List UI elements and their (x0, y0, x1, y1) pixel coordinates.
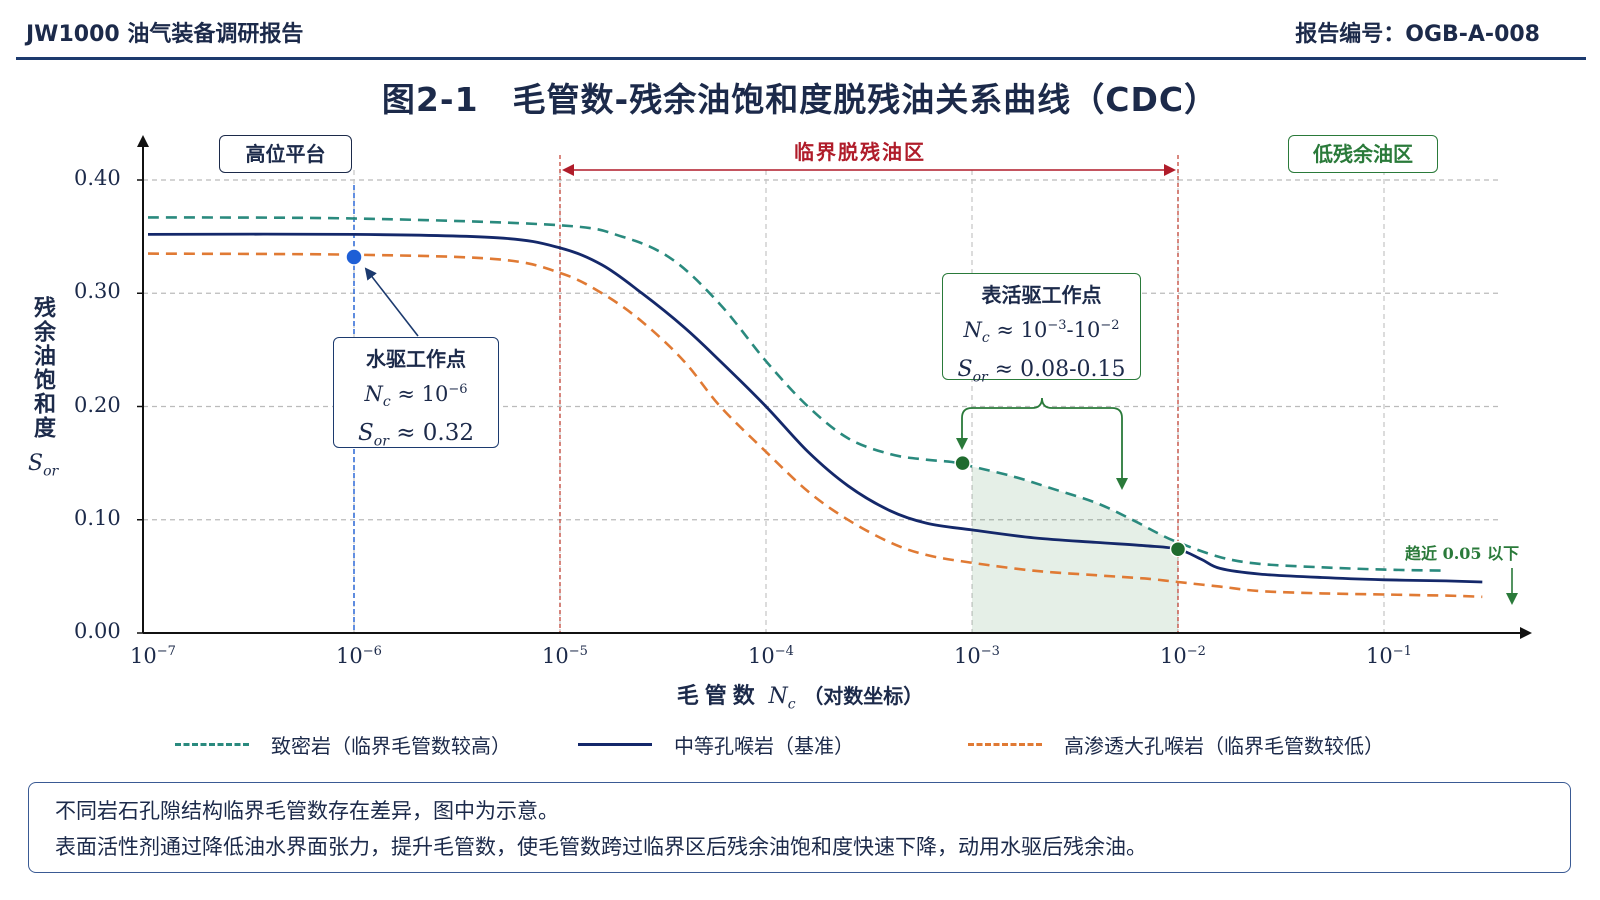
surfactant-annotation: 表活驱工作点 Nc ≈ 10−3-10−2 Sor ≈ 0.08-0.15 (942, 273, 1141, 386)
note-box: 不同岩石孔隙结构临界毛管数存在差异，图中为示意。 表面活性剂通过降低油水界面张力… (28, 782, 1571, 873)
x-tick-label: 10−1 (1366, 644, 1412, 668)
region-tag-low-residual: 低残余油区 (1288, 135, 1438, 173)
report-name: JW1000 油气装备调研报告 (26, 22, 304, 47)
legend-item-highperm: 高渗透大孔喉岩（临界毛管数较低） (968, 726, 1384, 762)
waterflood-arrow (364, 267, 419, 337)
note-line-1: 不同岩石孔隙结构临界毛管数存在差异，图中为示意。 (55, 799, 559, 823)
annotation-graphics (364, 267, 1518, 605)
legend-label-tight: 致密岩（临界毛管数较高） (271, 733, 511, 758)
y-axis-label: 残余油饱和度 Sor (28, 296, 59, 480)
x-axis-label-text: 毛管数 (676, 683, 761, 709)
surfactant-shaded-area (972, 466, 1178, 633)
y-tick-label: 0.30 (74, 279, 121, 304)
legend: 致密岩（临界毛管数较高） 中等孔喉岩（基准） 高渗透大孔喉岩（临界毛管数较低） (0, 726, 1600, 762)
waterflood-sor: Sor ≈ 0.32 (358, 420, 474, 450)
surfactant-title: 表活驱工作点 (981, 283, 1102, 307)
report-number: 报告编号：OGB-A-008 (1295, 22, 1540, 47)
work-points (345, 248, 1187, 558)
y-tick-label: 0.10 (74, 505, 121, 530)
surfactant-nc: Nc ≈ 10−3-10−2 (963, 318, 1120, 347)
y-tick-label: 0.40 (74, 166, 121, 190)
waterflood-title: 水驱工作点 (366, 347, 466, 371)
legend-label-highperm: 高渗透大孔喉岩（临界毛管数较低） (1064, 733, 1384, 758)
waterflood-nc: Nc ≈ 10−6 (364, 382, 468, 411)
chart-title: 图2-1 毛管数-残余油饱和度脱残油关系曲线（CDC） (381, 80, 1219, 119)
y-tick-label: 0.00 (74, 619, 121, 643)
header-divider (16, 57, 1586, 60)
tight-rock-curve (147, 216, 1447, 572)
region-tag-critical: 临界脱残油区 (794, 140, 926, 164)
surfactant-brace (961, 397, 1123, 483)
high-perm-curve (147, 252, 1483, 599)
legend-swatch-medium (578, 742, 652, 746)
x-axis-symbol: Nc (768, 684, 796, 713)
surfactant-sor: Sor ≈ 0.08-0.15 (957, 357, 1126, 386)
work-point (954, 454, 971, 472)
work-point (1169, 540, 1187, 558)
work-point (345, 248, 363, 266)
y-tick-label: 0.20 (74, 392, 121, 417)
note-line-2: 表面活性剂通过降低油水界面张力，提升毛管数，使毛管数跨过临界区后残余油饱和度快速… (55, 835, 1147, 859)
axes (137, 135, 1532, 639)
x-tick-label: 10−7 (130, 644, 176, 668)
region-tag-high-plateau: 高位平台 (219, 135, 352, 173)
legend-label-medium: 中等孔喉岩（基准） (674, 733, 854, 758)
medium-rock-curve (147, 232, 1483, 584)
curves (147, 216, 1483, 599)
approach-label: 趋近 0.05 以下 (1405, 544, 1520, 563)
legend-swatch-highperm (968, 742, 1042, 746)
x-tick-label: 10−6 (336, 644, 382, 668)
x-tick-label: 10−5 (542, 644, 588, 668)
x-tick-label: 10−4 (748, 644, 794, 668)
legend-item-tight: 致密岩（临界毛管数较高） (175, 726, 511, 762)
legend-swatch-tight (175, 742, 249, 746)
x-axis-label-suffix: （对数坐标） (803, 684, 924, 708)
x-tick-label: 10−3 (954, 644, 1000, 668)
legend-item-medium: 中等孔喉岩（基准） (578, 726, 854, 762)
x-tick-label: 10−2 (1160, 644, 1206, 668)
x-axis-label: 毛管数 Nc （对数坐标） (0, 678, 1600, 712)
waterflood-annotation: 水驱工作点 Nc ≈ 10−6 Sor ≈ 0.32 (333, 337, 499, 450)
